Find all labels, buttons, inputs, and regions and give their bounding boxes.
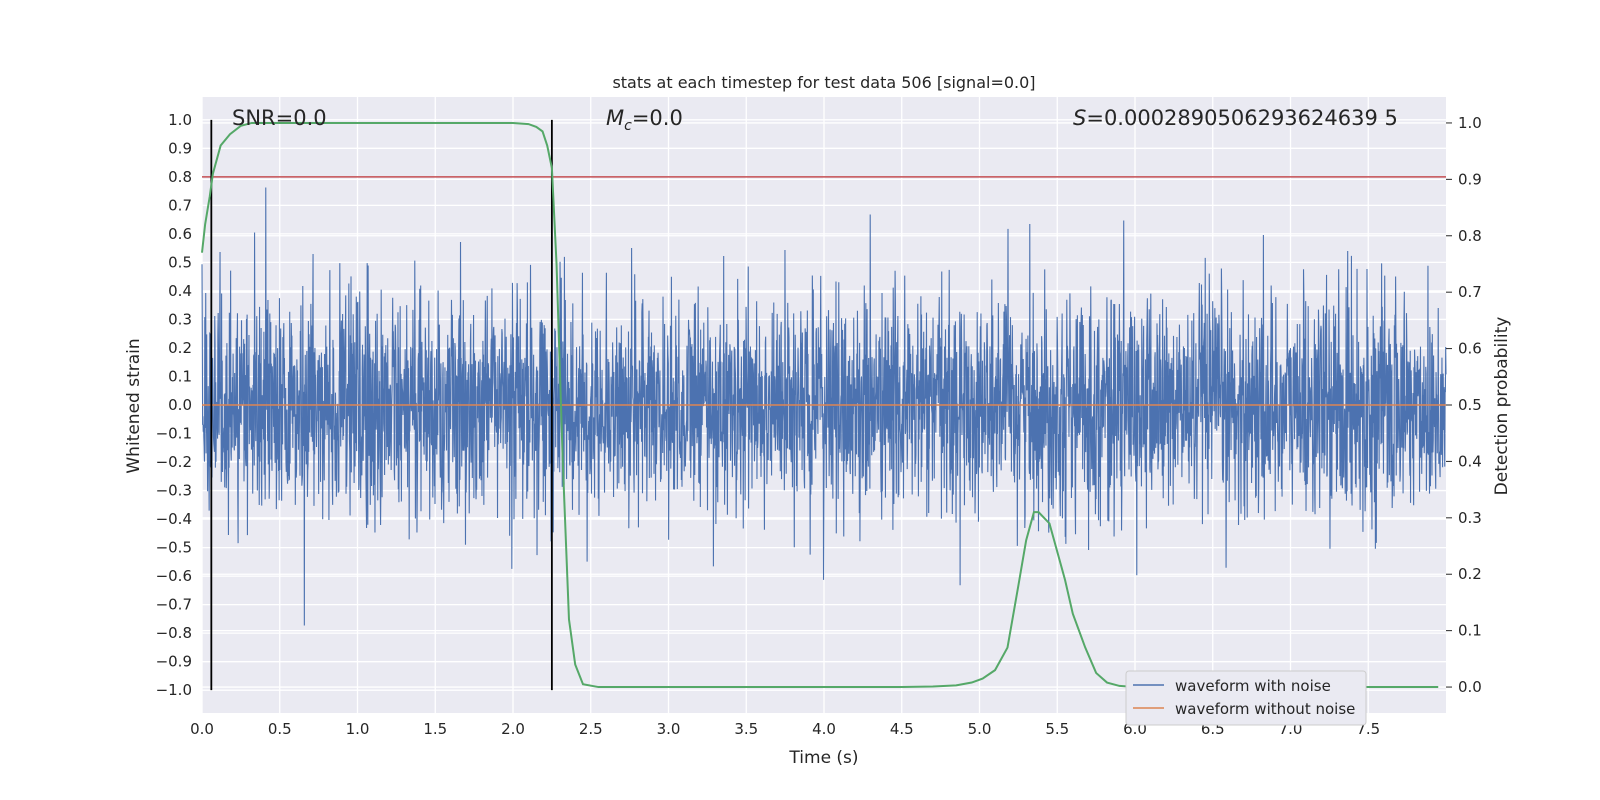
ticks-layer: 0.0 0.5 1.0 1.5 2.0 2.5 3.0 3.5 4.0 4.5 5.0 5.5 6.0 6… [156,111,1482,738]
s-symbol: S [1073,106,1086,130]
y-tick-label-left: −0.4 [156,510,192,528]
y-tick-label-left: 0.6 [168,225,192,243]
x-tick-label: 3.0 [657,720,681,738]
y-tick-label-left: 0.4 [168,282,192,300]
y-tick-label-left: −0.1 [156,425,192,443]
y-tick-label-right: 0.4 [1458,452,1482,470]
y-tick-label-right: 0.7 [1458,283,1482,301]
y-axis-label-right: Detection probability [1492,317,1512,496]
lines-layer [201,119,1446,691]
y-tick-label-left: −0.2 [156,453,192,471]
x-tick-label: 2.0 [501,720,525,738]
mc-symbol: M [606,106,624,130]
x-tick-label: 5.0 [968,720,992,738]
y-tick-label-right: 0.6 [1458,340,1482,358]
y-tick-label-left: −1.0 [156,681,192,699]
legend-label-with-noise: waveform with noise [1175,677,1331,695]
y-tick-label-left: 0.5 [168,253,192,271]
y-tick-label-left: 0.3 [168,310,192,328]
x-tick-label: 4.0 [812,720,836,738]
y-axis-label-left: Whitened strain [124,338,144,473]
y-tick-label-right: 0.2 [1458,565,1482,583]
legend-label-without-noise: waveform without noise [1175,700,1355,718]
detection-probability-series [201,121,1439,689]
legend: waveform with noise waveform without noi… [1125,670,1367,726]
x-tick-label: 5.5 [1045,720,1069,738]
snr-annotation: SNR=0.0 [232,106,327,130]
s-annotation: S=0.0002890506293624639 5 [1073,106,1398,130]
y-tick-label-left: −0.9 [156,653,192,671]
x-tick-label: 3.5 [734,720,758,738]
y-tick-label-left: −0.6 [156,567,192,585]
y-tick-label-left: 0.0 [168,396,192,414]
legend-box [1125,670,1367,726]
noise-layer [201,187,1447,626]
y-tick-label-right: 0.9 [1458,170,1482,188]
y-tick-label-right: 0.5 [1458,396,1482,414]
y-tick-label-left: −0.7 [156,596,192,614]
y-tick-label-right: 0.0 [1458,678,1482,696]
x-axis-label: Time (s) [788,748,858,768]
y-tick-label-right: 1.0 [1458,114,1482,132]
y-tick-label-right: 0.1 [1458,622,1482,640]
y-tick-label-left: −0.8 [156,624,192,642]
mc-subscript: c [624,118,632,134]
y-tick-label-right: 0.8 [1458,227,1482,245]
y-tick-label-left: 0.7 [168,196,192,214]
x-tick-label: 0.0 [190,720,214,738]
x-tick-label: 4.5 [890,720,914,738]
y-tick-label-left: 0.8 [168,168,192,186]
y-tick-label-left: 0.9 [168,139,192,157]
chart-title: stats at each timestep for test data 506… [612,73,1035,92]
x-tick-label: 1.0 [346,720,370,738]
x-tick-label: 0.5 [268,720,292,738]
y-tick-label-left: −0.5 [156,539,192,557]
mc-value: =0.0 [632,106,683,130]
y-tick-label-right: 0.3 [1458,509,1482,527]
s-value: =0.0002890506293624639 5 [1086,106,1398,130]
y-tick-label-left: 1.0 [168,111,192,129]
noise-waveform-series [201,187,1447,626]
x-tick-label: 1.5 [423,720,447,738]
mc-annotation: Mc=0.0 [606,106,683,134]
y-tick-label-left: 0.2 [168,339,192,357]
x-tick-label: 2.5 [579,720,603,738]
y-tick-label-left: 0.1 [168,367,192,385]
y-tick-label-left: −0.3 [156,482,192,500]
